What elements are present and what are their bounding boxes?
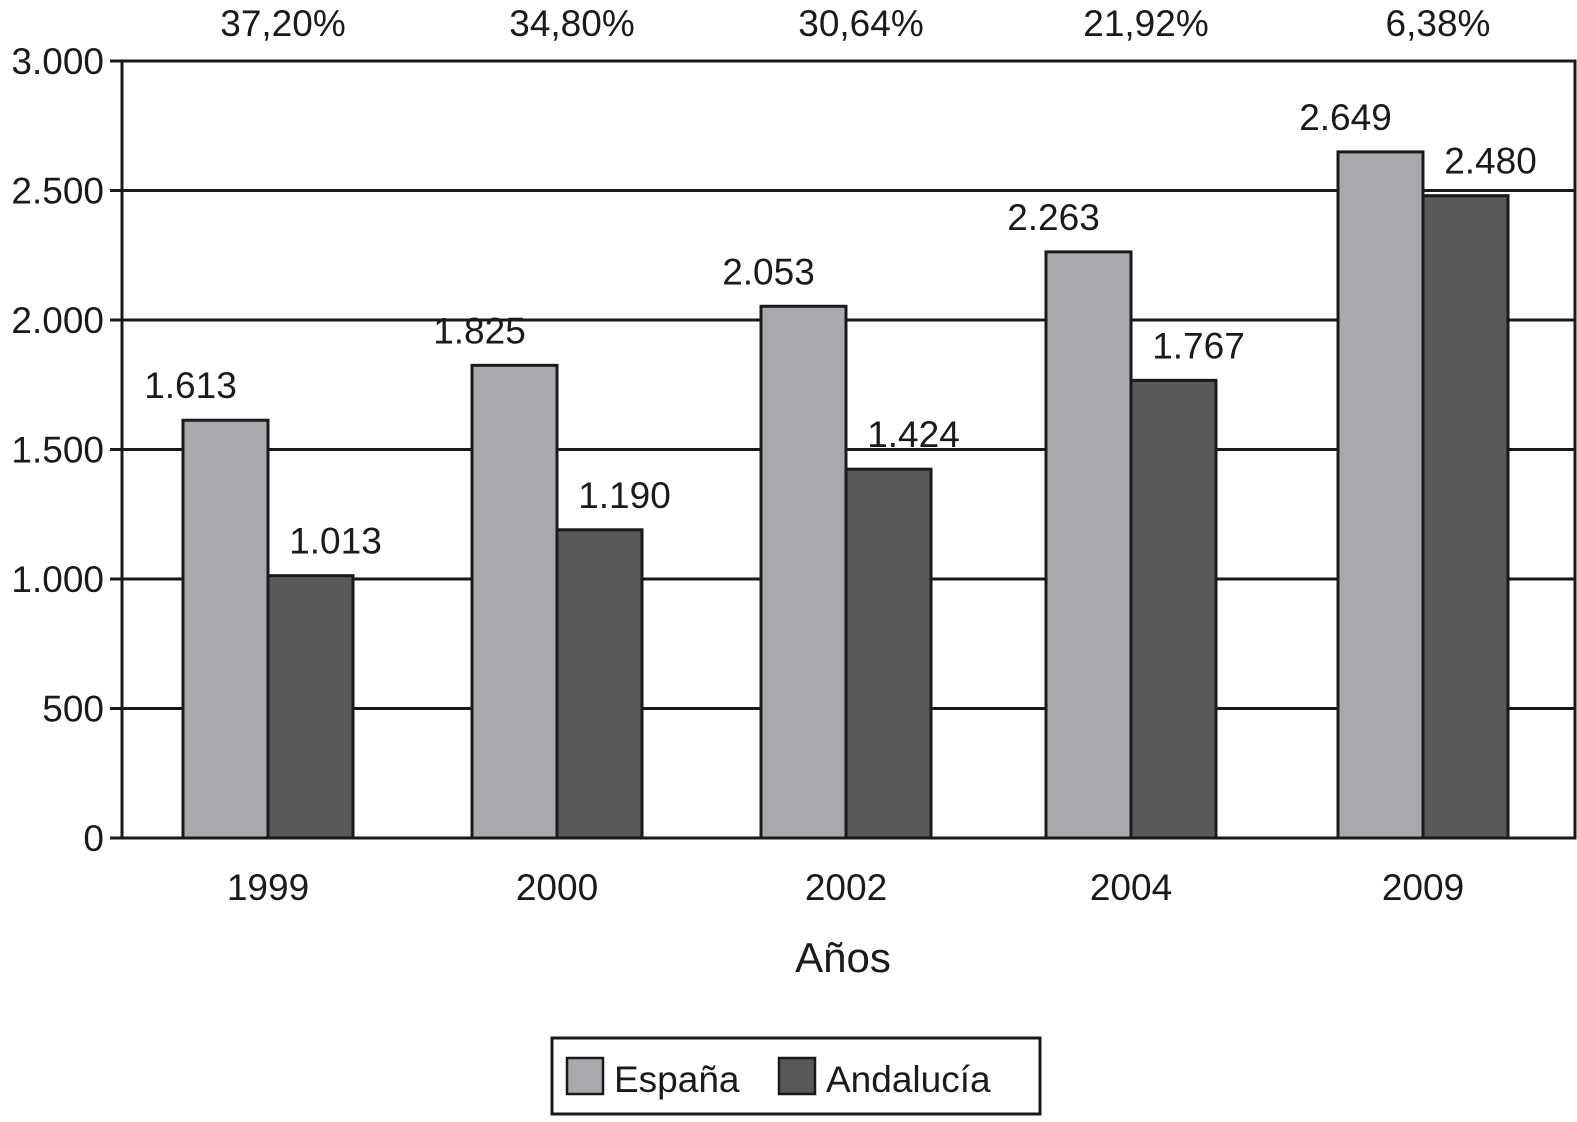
y-tick-label: 500 (42, 689, 104, 730)
x-tick-label: 1999 (227, 867, 309, 908)
bar-andalucia (555, 528, 644, 840)
plot-frame (120, 59, 1577, 840)
bar-andalucia (266, 574, 355, 840)
x-tick-label: 2009 (1382, 867, 1464, 908)
bar-espana (181, 418, 270, 840)
bar-value-label: 1.013 (289, 521, 382, 562)
bar-andalucia (1421, 194, 1510, 840)
y-tick-label: 2.000 (11, 300, 104, 341)
y-tick-label: 1.000 (11, 559, 104, 600)
x-tick-label: 2000 (516, 867, 598, 908)
legend: España Andalucía (550, 1036, 1042, 1116)
bar-espana (470, 363, 559, 840)
bar-espana (759, 304, 848, 840)
bar-value-label: 2.263 (1007, 197, 1100, 238)
percentage-label: 30,64% (798, 3, 924, 44)
bar-value-label: 1.424 (867, 414, 960, 455)
axes (120, 59, 1577, 840)
y-tick-label: 3.000 (11, 41, 104, 82)
percentage-label: 37,20% (220, 3, 346, 44)
legend-label-andalucia: Andalucía (826, 1059, 991, 1100)
bar-value-label: 2.480 (1444, 141, 1537, 182)
bar-espana (1044, 250, 1133, 840)
bar-value-label: 2.649 (1299, 97, 1392, 138)
y-tick-label: 2.500 (11, 171, 104, 212)
bar-value-label: 1.825 (433, 310, 526, 351)
legend-swatch-andalucia (777, 1056, 817, 1096)
bar-value-label: 1.767 (1152, 325, 1245, 366)
bar-value-label: 1.613 (144, 365, 237, 406)
percentage-label: 34,80% (509, 3, 635, 44)
labels: 0 500 1.000 1.500 2.000 2.500 3.000 1.613 1.013 1… (11, 3, 1536, 908)
bar-andalucia (1129, 378, 1218, 840)
bar-value-label: 2.053 (722, 251, 815, 292)
bars (181, 150, 1510, 840)
legend-swatch-espana (565, 1056, 605, 1096)
percentage-label: 21,92% (1083, 3, 1209, 44)
bar-andalucia (844, 467, 933, 840)
gridlines (110, 59, 1575, 840)
x-tick-label: 2002 (805, 867, 887, 908)
x-axis-title: Años (795, 934, 891, 981)
y-tick-label: 1.500 (11, 430, 104, 471)
x-tick-label: 2004 (1090, 867, 1172, 908)
y-tick-label: 0 (83, 818, 104, 859)
percentage-label: 6,38% (1386, 3, 1491, 44)
legend-label-espana: España (614, 1059, 740, 1100)
bar-value-label: 1.190 (578, 475, 671, 516)
bar-espana (1336, 150, 1425, 840)
